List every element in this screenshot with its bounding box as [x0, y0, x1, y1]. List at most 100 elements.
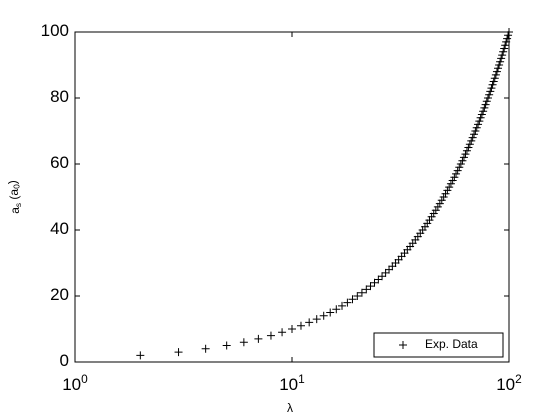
data-point	[490, 74, 499, 83]
data-point	[425, 216, 434, 225]
data-point	[439, 193, 448, 201]
data-point	[491, 70, 500, 79]
data-point	[477, 110, 486, 119]
data-point	[453, 166, 462, 175]
data-point	[494, 64, 503, 73]
data-point	[441, 189, 450, 198]
data-point	[487, 84, 496, 93]
data-point	[481, 100, 490, 109]
data-point	[174, 348, 183, 357]
data-point	[476, 113, 485, 122]
data-point	[497, 54, 506, 63]
data-point	[446, 179, 455, 188]
data-point	[326, 308, 335, 317]
data-point	[496, 57, 505, 66]
data-point	[437, 196, 446, 205]
data-point	[467, 136, 476, 145]
data-point	[471, 127, 480, 135]
y-tick-label: 60	[50, 153, 69, 172]
data-point	[388, 262, 397, 271]
data-point	[492, 67, 501, 76]
data-point	[470, 130, 479, 139]
data-point	[462, 146, 471, 155]
data-point	[504, 31, 513, 40]
data-point	[431, 206, 440, 215]
y-tick-label: 80	[50, 87, 69, 106]
data-point	[374, 275, 383, 284]
data-point	[483, 94, 492, 102]
data-point	[482, 97, 491, 106]
legend-box	[373, 332, 504, 358]
data-point	[500, 44, 509, 53]
x-axis-label: λ	[287, 401, 293, 415]
data-point	[278, 328, 287, 337]
legend-marker	[399, 341, 407, 349]
x-tick-label: 100​	[62, 372, 88, 394]
data-point	[488, 80, 497, 89]
y-tick-label: 100	[41, 21, 69, 40]
data-point	[443, 186, 452, 195]
data-point	[445, 183, 454, 192]
data-point	[136, 351, 145, 360]
data-point	[485, 90, 494, 99]
legend-label: Exp. Data	[425, 337, 478, 351]
data-point	[464, 143, 473, 152]
data-point	[452, 169, 461, 178]
data-point	[486, 87, 495, 96]
y-tick-label: 40	[50, 219, 69, 238]
data-point	[378, 272, 387, 281]
data-point	[468, 133, 477, 142]
data-point	[370, 278, 379, 287]
data-point	[201, 344, 210, 353]
data-point	[254, 334, 263, 343]
data-point	[474, 120, 483, 129]
data-point	[343, 298, 352, 307]
y-tick-label: 0	[60, 351, 69, 370]
data-point	[239, 338, 248, 347]
data-point	[456, 160, 465, 168]
data-point	[266, 331, 275, 340]
data-point	[222, 341, 231, 350]
data-point	[362, 285, 371, 294]
data-point	[458, 156, 467, 165]
data-point	[366, 282, 375, 291]
data-point	[475, 117, 484, 126]
data-point	[472, 123, 481, 132]
data-point	[312, 315, 321, 324]
data-point	[459, 153, 468, 162]
data-point	[505, 28, 513, 36]
data-point	[353, 292, 362, 300]
data-point	[435, 199, 444, 208]
data-point	[433, 202, 442, 211]
data-point	[448, 176, 457, 185]
data-point	[319, 311, 328, 320]
data-point	[332, 305, 341, 314]
data-point	[501, 41, 510, 50]
data-point	[502, 37, 511, 46]
data-point	[495, 61, 504, 69]
data-point	[296, 321, 305, 330]
data-point	[480, 103, 489, 112]
x-tick-label: 101​	[279, 372, 305, 394]
data-point	[503, 34, 512, 43]
data-point	[450, 173, 459, 182]
data-point	[288, 325, 296, 333]
y-tick-label: 20	[50, 285, 69, 304]
data-point	[427, 212, 436, 221]
data-point	[338, 301, 347, 310]
data-point	[381, 268, 390, 277]
data-point	[305, 318, 314, 327]
data-point	[479, 107, 488, 116]
x-tick-label: 102​	[496, 372, 522, 394]
data-point	[357, 288, 366, 297]
data-point	[429, 209, 438, 218]
data-point	[455, 163, 464, 172]
plot-frame	[74, 31, 510, 363]
data-point	[461, 150, 470, 159]
data-point	[499, 47, 508, 56]
data-point	[498, 51, 507, 60]
data-point	[489, 77, 498, 86]
data-point	[348, 295, 357, 304]
data-point	[465, 140, 474, 149]
